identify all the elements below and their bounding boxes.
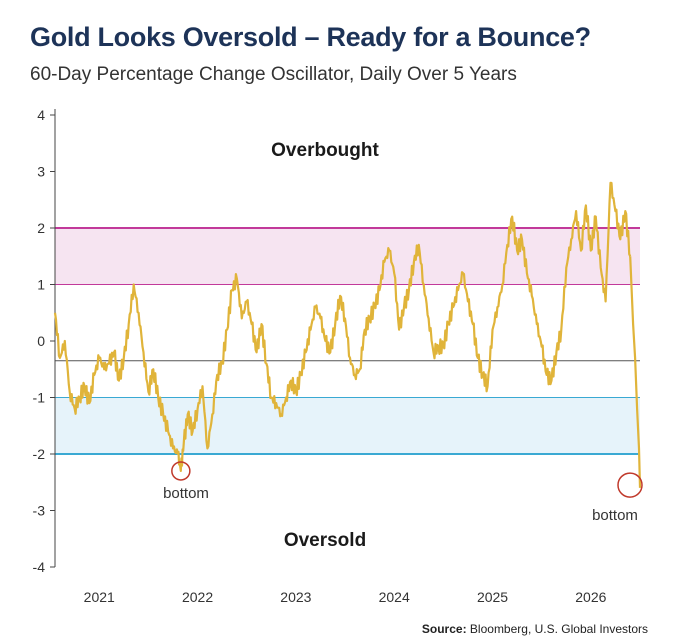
bottom-label-2026: bottom [592,507,638,524]
overbought-band [55,228,640,285]
x-tick-label: 2024 [379,589,410,605]
x-tick-label: 2026 [575,589,606,605]
y-tick-label: 2 [37,220,45,236]
y-tick-label: 0 [37,333,45,349]
chart-subtitle: 60-Day Percentage Change Oscillator, Dai… [30,64,517,85]
bottom-marker-2026 [617,472,643,498]
oscillator-series-tail [629,256,642,488]
source-note: Source: Bloomberg, U.S. Global Investors [422,622,648,636]
y-tick-label: 1 [37,277,45,293]
oscillator-chart: -4 -3 -2 -1 0 1 2 3 4 2021 2022 2023 2024 2025 2026 O… [33,107,643,605]
threshold-bands [55,227,640,455]
x-tick-label: 2022 [182,589,213,605]
x-tick-label: 2023 [280,589,311,605]
source-text: Bloomberg, U.S. Global Investors [469,622,648,636]
oversold-label: Oversold [284,530,366,551]
y-tick-label: -3 [33,503,46,519]
y-tick-label: 3 [37,164,45,180]
y-tick-label: -1 [33,390,46,406]
y-tick-label: -4 [33,559,46,575]
y-tick-label: -2 [33,446,46,462]
y-axis: -4 -3 -2 -1 0 1 2 3 4 [33,107,56,575]
x-tick-label: 2021 [84,589,115,605]
bottom-marker-2021 [171,461,191,481]
annotation-layer: Overbought Oversold bottom bottom [163,140,643,551]
chart-title: Gold Looks Oversold – Ready for a Bounce… [30,22,591,52]
y-tick-label: 4 [37,107,45,123]
bottom-label-2021: bottom [163,485,209,502]
series-layer [53,181,632,472]
recent-selloff-layer [629,256,642,488]
x-tick-label: 2025 [477,589,508,605]
oversold-band [55,397,640,454]
source-label: Source: [421,622,467,636]
overbought-label: Overbought [271,140,379,161]
x-axis: 2021 2022 2023 2024 2025 2026 [84,589,607,605]
oscillator-series-line [53,181,632,472]
